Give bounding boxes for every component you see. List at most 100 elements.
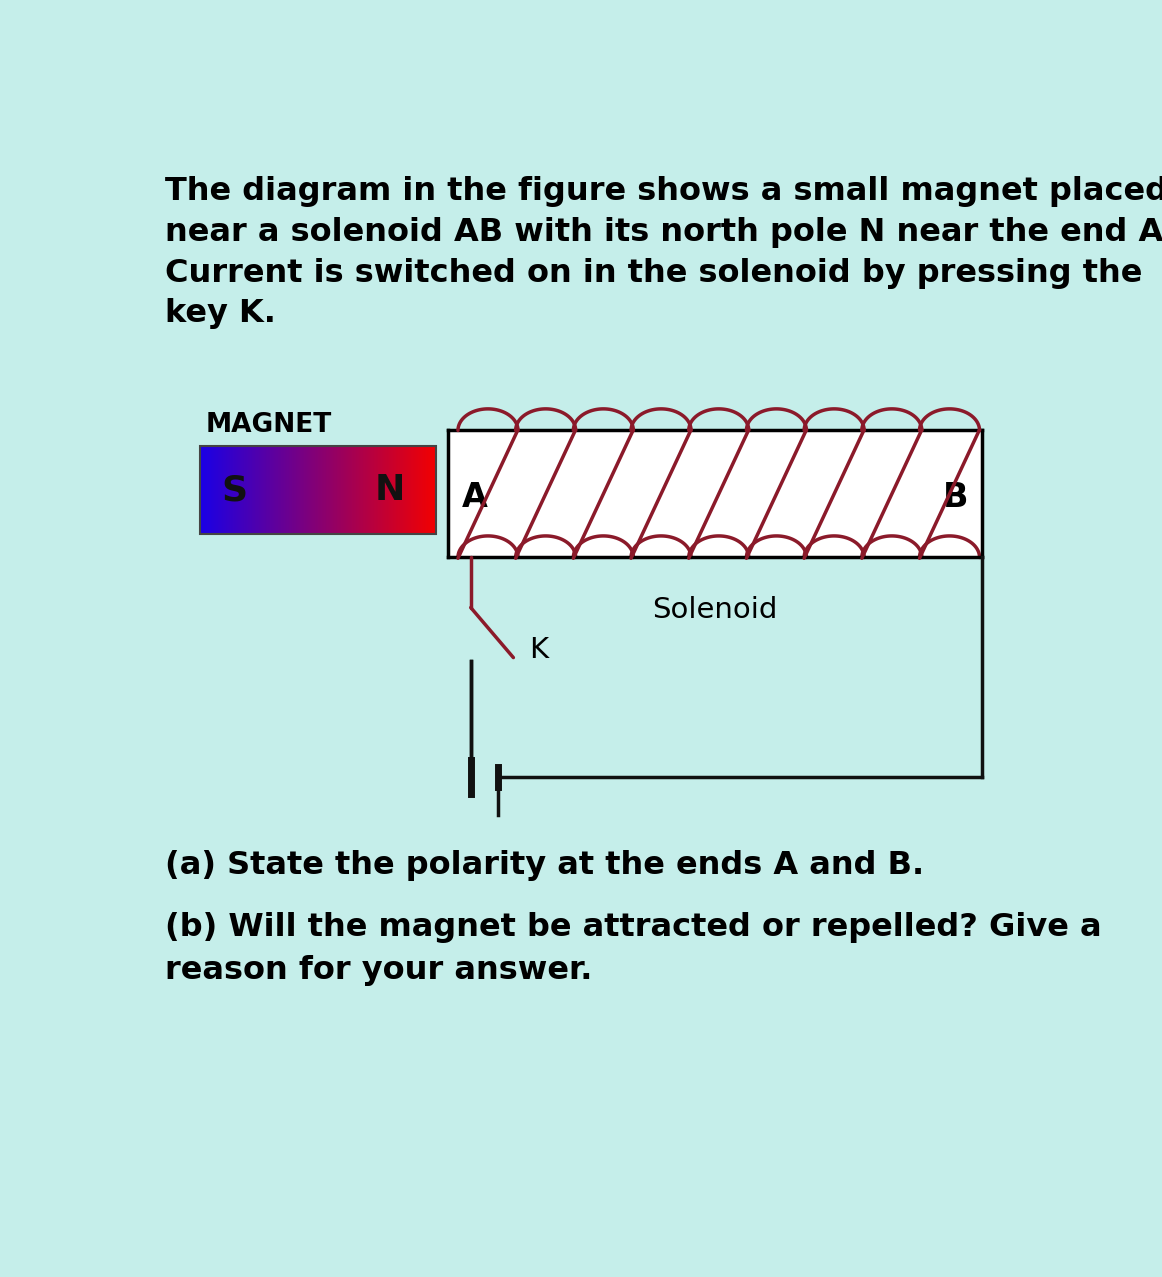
Bar (211, 446, 213, 534)
Bar (280, 446, 281, 534)
Bar (288, 446, 290, 534)
Bar (200, 446, 436, 534)
Bar (392, 446, 393, 534)
Bar (238, 446, 239, 534)
Bar (401, 446, 403, 534)
Bar (278, 446, 279, 534)
Bar (273, 446, 274, 534)
Bar (350, 446, 351, 534)
Bar (202, 446, 205, 534)
Bar (388, 446, 390, 534)
Bar (215, 446, 217, 534)
Bar (249, 446, 250, 534)
Bar (317, 446, 318, 534)
Bar (220, 446, 222, 534)
Bar (295, 446, 297, 534)
Bar (294, 446, 295, 534)
Bar (318, 446, 320, 534)
Bar (222, 446, 224, 534)
Bar (340, 446, 342, 534)
Text: K: K (529, 636, 548, 664)
Bar (386, 446, 387, 534)
Bar (251, 446, 252, 534)
Bar (205, 446, 206, 534)
Bar (273, 446, 275, 534)
Bar (231, 446, 234, 534)
Bar (268, 446, 270, 534)
Bar (418, 446, 421, 534)
Bar (259, 446, 260, 534)
Bar (242, 446, 243, 534)
Bar (366, 446, 367, 534)
Bar (245, 446, 246, 534)
Bar (359, 446, 360, 534)
Bar (331, 446, 332, 534)
Bar (303, 446, 304, 534)
Bar (242, 446, 244, 534)
Bar (407, 446, 408, 534)
Bar (375, 446, 376, 534)
Bar (358, 446, 359, 534)
Bar (374, 446, 375, 534)
Bar (325, 446, 328, 534)
Bar (309, 446, 310, 534)
Bar (351, 446, 352, 534)
Bar (207, 446, 209, 534)
Bar (215, 446, 216, 534)
Bar (200, 446, 201, 534)
Bar (315, 446, 316, 534)
Bar (344, 446, 345, 534)
Bar (321, 446, 322, 534)
Bar (248, 446, 249, 534)
Bar (307, 446, 308, 534)
Bar (289, 446, 290, 534)
Bar (423, 446, 425, 534)
Bar (379, 446, 381, 534)
Bar (425, 446, 428, 534)
Bar (168, 350, 1021, 843)
Bar (382, 446, 383, 534)
Bar (290, 446, 293, 534)
Bar (368, 446, 371, 534)
Text: A: A (461, 481, 487, 515)
Bar (419, 446, 421, 534)
Bar (300, 446, 301, 534)
Bar (308, 446, 309, 534)
Bar (408, 446, 410, 534)
Bar (235, 446, 236, 534)
Bar (221, 446, 222, 534)
Bar (406, 446, 407, 534)
Bar (346, 446, 349, 534)
Bar (390, 446, 393, 534)
Bar (267, 446, 268, 534)
Bar (353, 446, 354, 534)
Bar (328, 446, 330, 534)
Bar (404, 446, 406, 534)
Bar (210, 446, 213, 534)
Bar (414, 446, 415, 534)
Bar (304, 446, 306, 534)
Bar (213, 446, 214, 534)
Bar (370, 446, 371, 534)
Bar (225, 446, 227, 534)
Bar (206, 446, 207, 534)
Bar (361, 446, 364, 534)
Bar (203, 446, 205, 534)
Bar (390, 446, 392, 534)
Bar (322, 446, 324, 534)
Bar (224, 446, 225, 534)
Bar (402, 446, 403, 534)
Bar (335, 446, 336, 534)
Bar (257, 446, 258, 534)
Bar (327, 446, 328, 534)
Bar (363, 446, 364, 534)
Bar (337, 446, 338, 534)
Bar (372, 446, 373, 534)
Bar (346, 446, 347, 534)
Bar (396, 446, 397, 534)
Bar (313, 446, 314, 534)
Bar (389, 446, 390, 534)
Bar (213, 446, 215, 534)
Bar (239, 446, 241, 534)
Bar (210, 446, 211, 534)
